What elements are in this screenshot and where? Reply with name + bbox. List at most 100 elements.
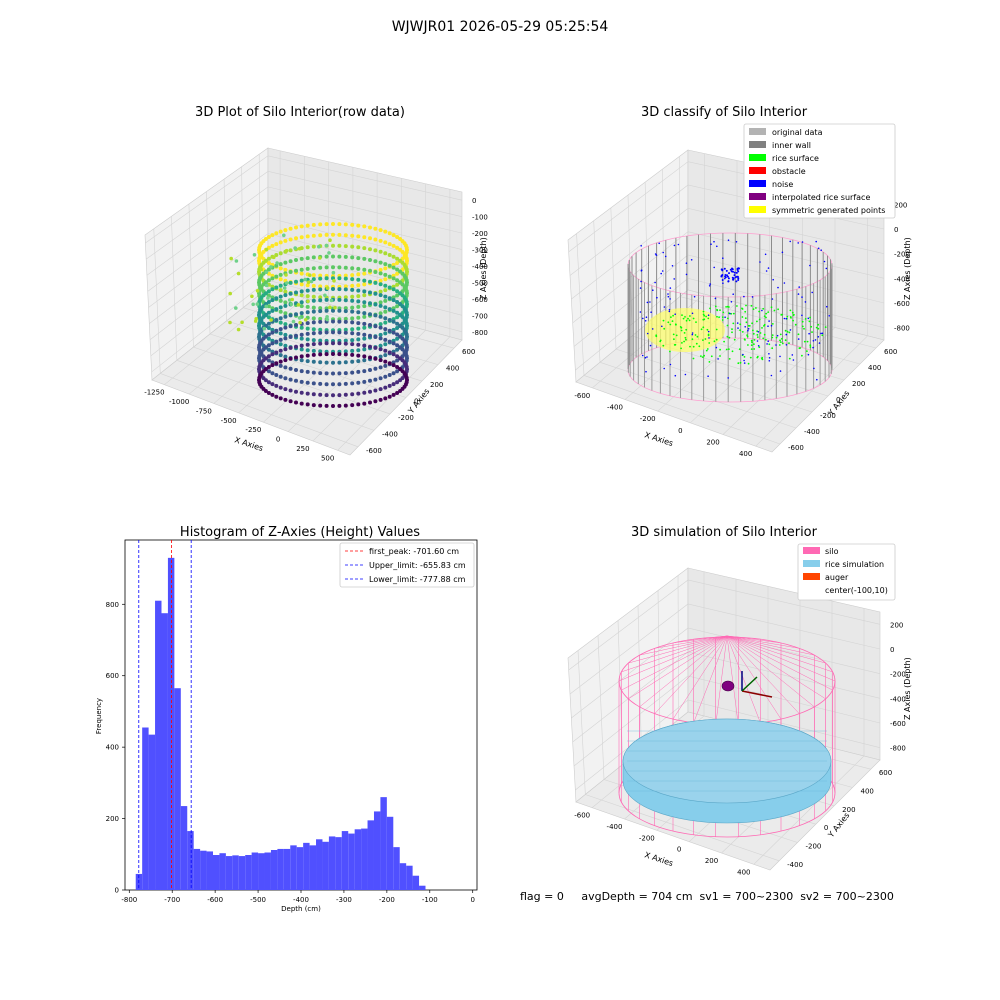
- raw-point: [331, 341, 335, 346]
- classify-noise-point: [744, 326, 746, 328]
- classify-noise-point: [823, 260, 826, 263]
- raw-point: [311, 298, 316, 303]
- classify-ytick: 600: [884, 348, 897, 356]
- classify-rice-point: [756, 333, 759, 336]
- silo-roof-line: [726, 635, 761, 723]
- classify-rice-point: [761, 356, 764, 359]
- raw-point: [343, 371, 348, 376]
- raw-point: [337, 319, 342, 324]
- raw-point: [331, 330, 335, 335]
- classify-rice-point: [779, 339, 781, 342]
- raw-point: [305, 256, 310, 261]
- raw-point: [362, 336, 367, 341]
- raw-point: [296, 303, 301, 307]
- classify-rice-point: [753, 339, 756, 341]
- raw-point: [356, 283, 361, 288]
- classify-ytick: 0: [836, 396, 840, 404]
- raw-point: [368, 368, 372, 372]
- raw-point: [378, 358, 383, 363]
- histogram-bar: [309, 845, 317, 890]
- classify-noise-point: [808, 332, 810, 335]
- classify-noise-point: [667, 293, 669, 295]
- classify-rice-point: [763, 333, 766, 336]
- classify-rice-point: [824, 326, 827, 328]
- classify-noise-point: [768, 360, 771, 362]
- raw-point: [328, 305, 332, 310]
- simulation-ztick: 0: [890, 646, 894, 654]
- classify-noise-point: [729, 268, 732, 271]
- raw-point: [368, 247, 372, 252]
- raw-point: [266, 332, 271, 337]
- raw-point: [356, 294, 361, 299]
- classify-noise-point: [779, 355, 781, 358]
- raw-point: [311, 266, 316, 271]
- raw-point: [391, 233, 396, 238]
- classify-noise-point: [674, 374, 677, 377]
- classify-rice-point: [685, 338, 687, 341]
- raw-ztick: -100: [472, 214, 488, 222]
- raw-point: [343, 244, 348, 249]
- raw-point: [356, 326, 361, 331]
- classify-rice-point: [702, 339, 704, 341]
- raw-point: [266, 278, 271, 283]
- raw-point: [383, 277, 388, 282]
- raw-xlabel: X Axies: [233, 435, 264, 453]
- raw-point: [337, 232, 342, 237]
- classify-ztick: -200: [894, 251, 910, 259]
- raw-point: [283, 311, 288, 316]
- raw-point: [331, 319, 335, 324]
- raw-point: [311, 342, 316, 347]
- raw-point: [356, 321, 361, 326]
- classify-noise-point: [767, 325, 769, 328]
- raw-point: [395, 245, 400, 250]
- raw-point: [263, 334, 268, 339]
- raw-point: [282, 286, 287, 290]
- classify-noise-point: [685, 262, 688, 265]
- raw-point: [398, 389, 403, 393]
- raw-point: [378, 397, 383, 402]
- raw-point: [324, 403, 329, 408]
- histogram-legend-box: [339, 542, 475, 588]
- raw-point: [337, 297, 342, 302]
- raw-point: [305, 234, 310, 239]
- raw-point: [378, 267, 383, 272]
- classify-noise-point: [759, 261, 761, 263]
- raw-point: [350, 294, 355, 299]
- classify-rice-point: [689, 345, 691, 348]
- classify-rice-point: [778, 344, 781, 346]
- classify-noise-point: [724, 275, 727, 278]
- histogram-bar: [258, 853, 265, 890]
- raw-point: [229, 256, 233, 261]
- raw-point: [350, 348, 355, 353]
- raw-point: [391, 371, 396, 376]
- raw-point: [297, 246, 302, 251]
- raw-point: [391, 265, 396, 270]
- raw-point: [383, 305, 388, 310]
- raw-point: [299, 282, 304, 287]
- raw-point: [263, 291, 268, 296]
- raw-point: [383, 283, 388, 288]
- classify-rice-point: [684, 316, 686, 318]
- raw-point: [356, 310, 361, 315]
- raw-point: [395, 300, 400, 304]
- status-line: flag = 0 avgDepth = 704 cm sv1 = 700~230…: [520, 890, 894, 903]
- raw-point: [266, 354, 271, 359]
- raw-point: [318, 403, 323, 408]
- simulation-xtick: 0: [677, 846, 681, 854]
- raw-point: [284, 248, 289, 253]
- raw-point: [285, 281, 289, 285]
- raw-point: [395, 391, 400, 395]
- silo-roof-line: [628, 635, 728, 664]
- histogram-xtick-label: -700: [164, 896, 180, 904]
- histogram-panel: Histogram of Z-Axies (Height) Values -80…: [95, 525, 478, 913]
- raw-point: [350, 338, 355, 343]
- classify-rice-point: [700, 328, 703, 331]
- classify-rice-point: [685, 319, 688, 322]
- classify-noise-point: [770, 374, 773, 377]
- raw-point: [274, 231, 279, 236]
- raw-point: [305, 359, 310, 364]
- classify-rice-point: [746, 335, 749, 338]
- simulation-panel: 3D simulation of Silo Interior -600-400-…: [567, 525, 912, 876]
- raw-point: [368, 258, 372, 262]
- classify-rice-point: [741, 307, 743, 310]
